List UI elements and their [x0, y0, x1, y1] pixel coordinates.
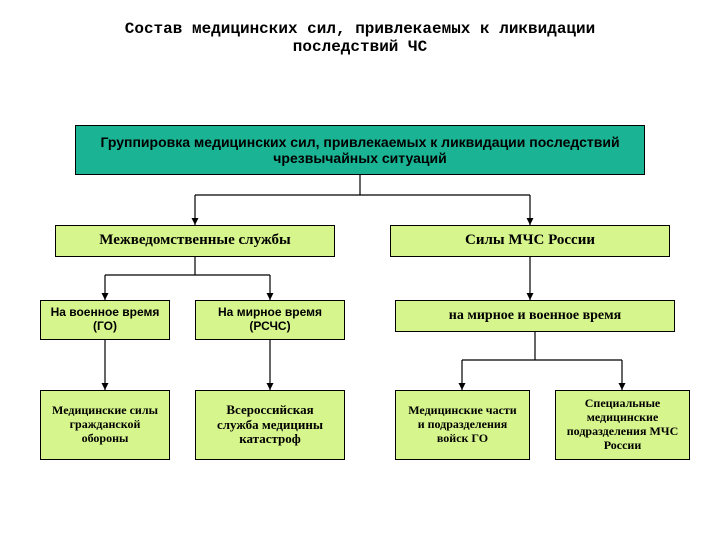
box-med-parts-text: Медицинские части и подразделения войск …	[404, 404, 521, 445]
box-med-parts: Медицинские части и подразделения войск …	[395, 390, 530, 460]
box-med-go: Медицинские силы гражданской обороны	[40, 390, 170, 460]
box-med-go-text: Медицинские силы гражданской обороны	[49, 404, 161, 445]
box-peace-rschs-text: На мирное время (РСЧС)	[204, 306, 336, 334]
title-line2: последствий ЧС	[0, 38, 720, 56]
box-vsmc-text: Всероссийская служба медицины катастроф	[204, 403, 336, 448]
box-mchs: Силы МЧС России	[390, 225, 670, 257]
box-peace-and-war: на мирное и военное время	[395, 300, 675, 332]
box-interdepartmental: Межведомственные службы	[55, 225, 335, 257]
box-spec-mchs: Специальные медицинские подразделения МЧ…	[555, 390, 690, 460]
title-line1: Состав медицинских сил, привлекаемых к л…	[0, 20, 720, 38]
box-peace-war-text: на мирное и военное время	[449, 308, 622, 324]
box-vsmc: Всероссийская служба медицины катастроф	[195, 390, 345, 460]
box-spec-mchs-text: Специальные медицинские подразделения МЧ…	[564, 397, 681, 452]
box-wartime-go: На военное время (ГО)	[40, 300, 170, 340]
box-root-text: Группировка медицинских сил, привлекаемы…	[84, 134, 636, 166]
box-root: Группировка медицинских сил, привлекаемы…	[75, 125, 645, 175]
diagram-canvas: Состав медицинских сил, привлекаемых к л…	[0, 0, 720, 540]
box-war-go-text: На военное время (ГО)	[49, 306, 161, 334]
page-title: Состав медицинских сил, привлекаемых к л…	[0, 20, 720, 56]
box-mchs-text: Силы МЧС России	[465, 232, 595, 249]
box-peacetime-rschs: На мирное время (РСЧС)	[195, 300, 345, 340]
box-inter-text: Межведомственные службы	[99, 232, 291, 249]
